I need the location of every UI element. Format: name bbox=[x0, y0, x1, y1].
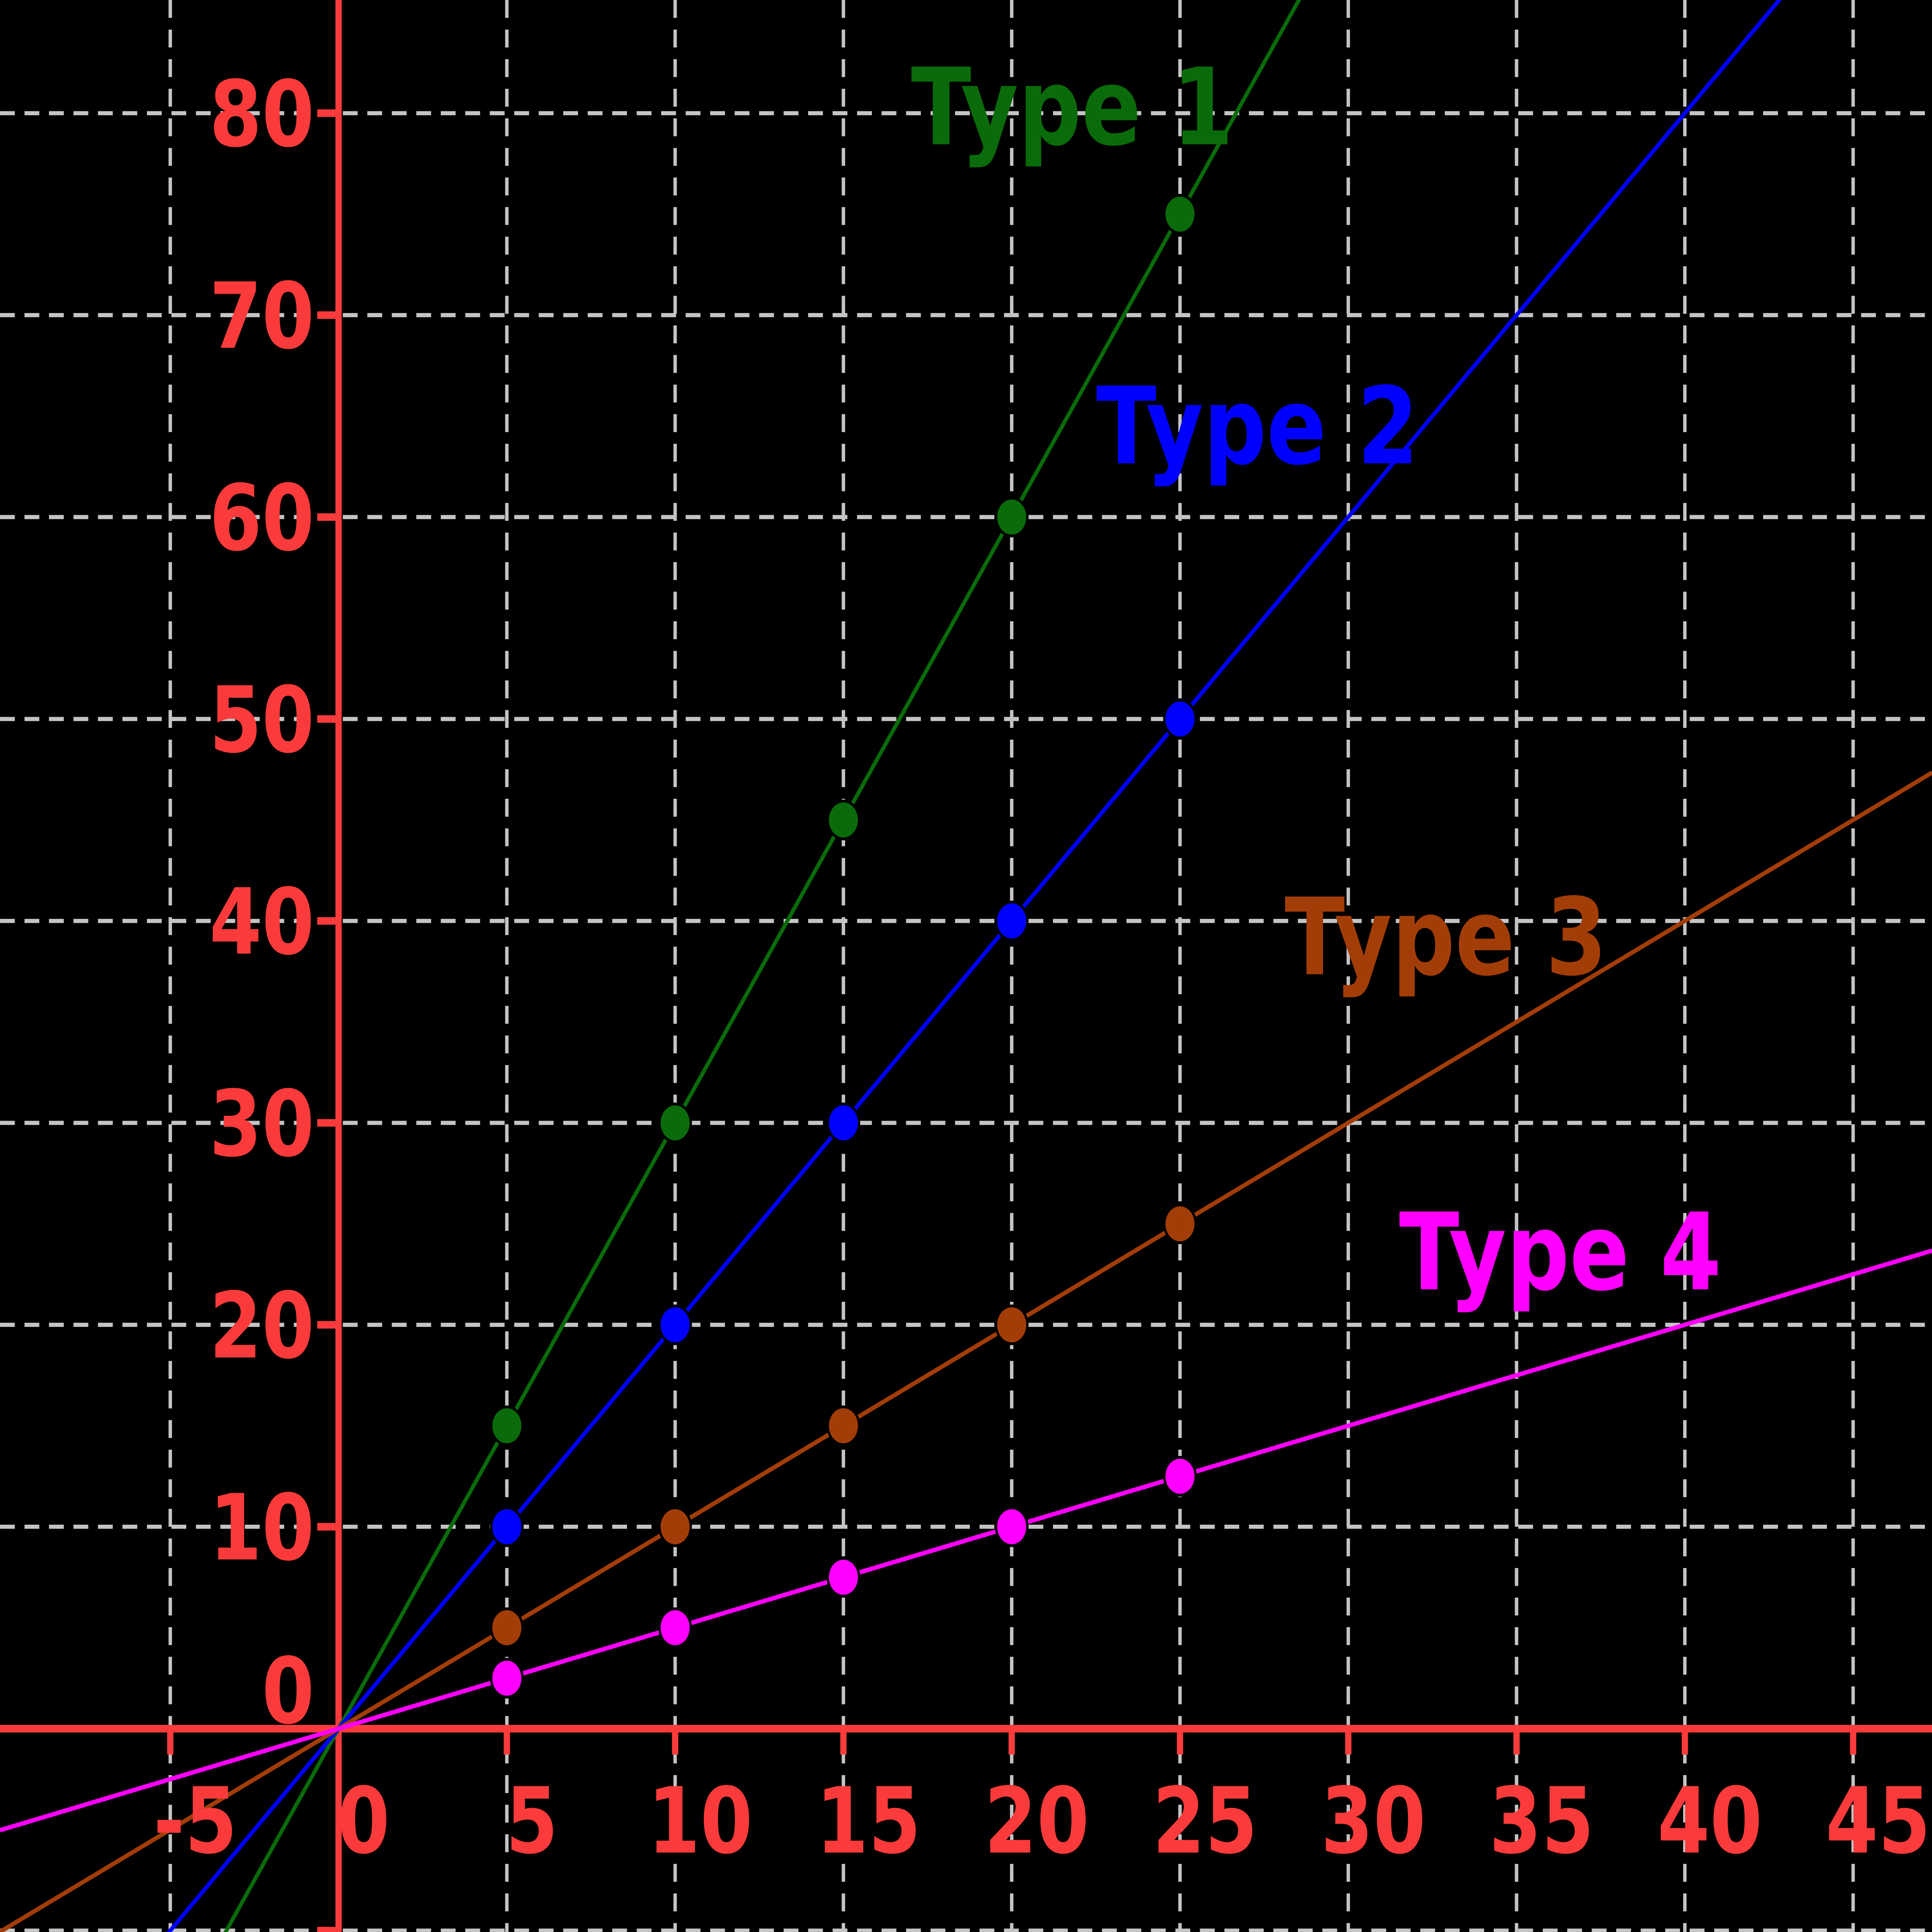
data-point-type-3-x10 bbox=[658, 1506, 692, 1547]
data-point-type-3-x5 bbox=[490, 1607, 524, 1648]
x-tick-label-45: 45 bbox=[1826, 1768, 1931, 1874]
data-point-type-3-x25 bbox=[1163, 1203, 1197, 1244]
data-point-type-3-x20 bbox=[995, 1304, 1029, 1345]
x-tick-label-40: 40 bbox=[1657, 1768, 1762, 1874]
data-point-type-1-x25 bbox=[1163, 194, 1197, 235]
x-tick-label--5: -5 bbox=[153, 1768, 237, 1874]
x-tick-label-30: 30 bbox=[1321, 1768, 1426, 1874]
data-point-type-1-x5 bbox=[490, 1405, 524, 1446]
x-tick-label-25: 25 bbox=[1153, 1768, 1258, 1874]
series-label-type-1: Type 1 bbox=[911, 45, 1234, 169]
data-point-type-3-x15 bbox=[827, 1405, 861, 1446]
data-point-type-2-x10 bbox=[658, 1304, 692, 1345]
data-point-type-2-x20 bbox=[995, 900, 1029, 941]
data-point-type-2-x5 bbox=[490, 1506, 524, 1547]
series-label-type-2: Type 2 bbox=[1096, 364, 1419, 488]
data-point-type-2-x25 bbox=[1163, 699, 1197, 740]
data-point-type-4-x20 bbox=[995, 1506, 1029, 1547]
y-tick-label-30: 30 bbox=[209, 1071, 315, 1178]
series-label-type-3: Type 3 bbox=[1285, 875, 1607, 999]
y-tick-label-20: 20 bbox=[209, 1273, 315, 1379]
series-line-type-3 bbox=[0, 770, 1932, 1932]
x-tick-label-15: 15 bbox=[816, 1768, 921, 1874]
x-tick-label-35: 35 bbox=[1489, 1768, 1594, 1874]
data-point-type-4-x10 bbox=[658, 1607, 692, 1648]
annotation-layer: Type 1 Type 2 Type 3 Type 4 bbox=[911, 45, 1722, 1315]
y-tick-label-10: 10 bbox=[209, 1475, 315, 1582]
y-tick-label-0: 0 bbox=[262, 1639, 315, 1745]
data-point-type-1-x10 bbox=[658, 1102, 692, 1143]
x-tick-label-0: 0 bbox=[337, 1768, 390, 1874]
series-label-type-4: Type 4 bbox=[1399, 1190, 1722, 1315]
x-tick-label-20: 20 bbox=[984, 1768, 1089, 1874]
x-tick-label-10: 10 bbox=[648, 1768, 753, 1874]
y-tick-label-70: 70 bbox=[209, 264, 315, 370]
data-point-type-4-x25 bbox=[1163, 1456, 1197, 1497]
data-point-type-1-x15 bbox=[827, 799, 861, 840]
series-line-type-4 bbox=[0, 1248, 1932, 1833]
y-tick-label-80: 80 bbox=[209, 62, 315, 168]
data-point-type-4-x5 bbox=[490, 1658, 524, 1699]
data-point-type-1-x20 bbox=[995, 497, 1029, 537]
y-tick-label-40: 40 bbox=[209, 869, 315, 976]
data-point-type-2-x15 bbox=[827, 1102, 861, 1143]
y-tick-label-60: 60 bbox=[209, 466, 315, 572]
data-point-type-4-x15 bbox=[827, 1557, 861, 1598]
x-tick-label-5: 5 bbox=[506, 1768, 558, 1874]
y-tick-label-50: 50 bbox=[209, 667, 315, 774]
